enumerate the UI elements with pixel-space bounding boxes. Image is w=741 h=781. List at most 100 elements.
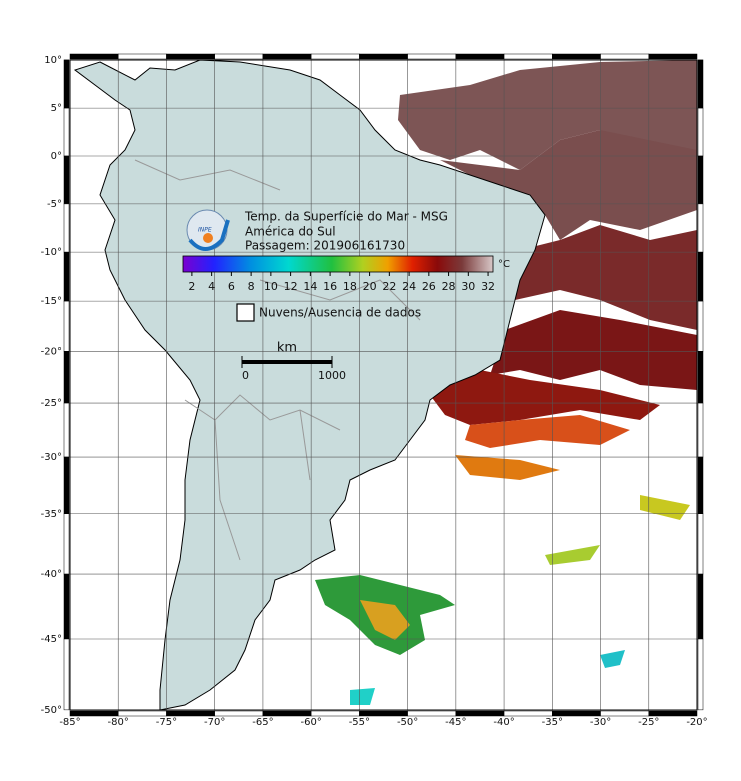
frame-segment bbox=[455, 53, 505, 60]
scale-tick-label: 1000 bbox=[318, 369, 346, 382]
sst-patch bbox=[465, 415, 630, 448]
frame-segment bbox=[166, 53, 215, 60]
x-tick-label: -55° bbox=[349, 717, 370, 728]
frame-border bbox=[69, 59, 698, 711]
y-tick-label: -25° bbox=[41, 398, 62, 409]
colorbar-tick-label: 8 bbox=[248, 280, 255, 293]
logo-text: INPE bbox=[198, 227, 212, 234]
frame-segment bbox=[697, 638, 704, 711]
scale-tick-label: 0 bbox=[242, 369, 249, 382]
frame-segment bbox=[63, 638, 70, 711]
frame-segment bbox=[63, 155, 70, 205]
frame-segment bbox=[600, 710, 650, 717]
colorbar bbox=[182, 255, 494, 273]
colorbar-tick-label: 4 bbox=[208, 280, 215, 293]
sst-patch bbox=[515, 225, 697, 330]
frame-segment bbox=[407, 710, 457, 717]
sst-patch bbox=[490, 310, 697, 390]
x-tick-label: -20° bbox=[686, 717, 707, 728]
frame-segment bbox=[63, 107, 70, 157]
y-tick-label: -30° bbox=[41, 452, 62, 463]
colorbar-tick-label: 18 bbox=[343, 280, 357, 293]
colorbar-tick-label: 2 bbox=[188, 280, 195, 293]
frame-segment bbox=[697, 300, 704, 352]
frame-segment bbox=[503, 710, 553, 717]
frame bbox=[63, 53, 704, 717]
colorbar-unit: °C bbox=[498, 259, 510, 270]
x-tick-label: -25° bbox=[638, 717, 659, 728]
frame-segment bbox=[63, 402, 70, 458]
sst-patch bbox=[360, 600, 410, 640]
scale-unit: km bbox=[277, 341, 297, 356]
frame-segment bbox=[63, 573, 70, 640]
frame-segment bbox=[697, 203, 704, 253]
frame-segment bbox=[262, 53, 312, 60]
frame-segment bbox=[63, 251, 70, 302]
y-tick-label: -20° bbox=[41, 346, 62, 357]
colorbar-tick-label: 20 bbox=[363, 280, 377, 293]
y-tick-label: 10° bbox=[44, 55, 62, 66]
frame-segment bbox=[600, 53, 650, 60]
sst-patch bbox=[545, 545, 600, 565]
frame-segment bbox=[697, 402, 704, 458]
colorbar-tick-label: 6 bbox=[228, 280, 235, 293]
frame-segment bbox=[697, 351, 704, 404]
frame-segment bbox=[214, 710, 264, 717]
frame-segment bbox=[69, 53, 119, 60]
no-data-label: Nuvens/Ausencia de dados bbox=[259, 306, 421, 320]
sst-patch bbox=[398, 60, 697, 170]
x-tick-label: -60° bbox=[300, 717, 321, 728]
colorbar-tick-label: 32 bbox=[481, 280, 495, 293]
frame-segment bbox=[697, 456, 704, 515]
x-tick-label: -80° bbox=[108, 717, 129, 728]
frame-segment bbox=[359, 53, 408, 60]
colorbar-tick-label: 26 bbox=[422, 280, 436, 293]
frame-segment bbox=[697, 573, 704, 640]
frame-segment bbox=[63, 351, 70, 404]
x-tick-label: -50° bbox=[397, 717, 418, 728]
pass: Passagem: 201906161730 bbox=[245, 239, 405, 253]
frame-segment bbox=[648, 710, 698, 717]
sst-patch bbox=[430, 370, 660, 425]
sst-patch bbox=[600, 650, 625, 668]
frame-segment bbox=[697, 107, 704, 157]
x-tick-label: -85° bbox=[59, 717, 80, 728]
frame-segment bbox=[697, 59, 704, 109]
frame-segment bbox=[310, 53, 360, 60]
frame-segment bbox=[262, 710, 312, 717]
y-tick-label: -50° bbox=[41, 705, 62, 716]
subtitle: América do Sul bbox=[245, 225, 336, 239]
y-tick-label: -5° bbox=[47, 199, 62, 210]
frame-segment bbox=[697, 513, 704, 575]
x-tick-label: -75° bbox=[156, 717, 177, 728]
y-tick-label: -40° bbox=[41, 569, 62, 580]
x-tick-label: -45° bbox=[445, 717, 466, 728]
x-tick-label: -35° bbox=[542, 717, 563, 728]
y-tick-label: 5° bbox=[51, 103, 62, 114]
x-tick-label: -65° bbox=[252, 717, 273, 728]
frame-segment bbox=[63, 456, 70, 515]
y-tick-label: -45° bbox=[41, 634, 62, 645]
colorbar-tick-label: 30 bbox=[461, 280, 475, 293]
logo-arrow bbox=[188, 219, 230, 251]
x-tick-label: -30° bbox=[590, 717, 611, 728]
frame-segment bbox=[310, 710, 360, 717]
frame-segment bbox=[117, 53, 167, 60]
colorbar-tick-label: 16 bbox=[323, 280, 337, 293]
y-tick-label: 0° bbox=[51, 151, 62, 162]
frame-segment bbox=[359, 710, 408, 717]
logo-dot bbox=[203, 233, 213, 243]
frame-segment bbox=[69, 710, 119, 717]
frame-segment bbox=[63, 203, 70, 253]
sst-patch bbox=[440, 130, 697, 240]
colorbar-tick-label: 22 bbox=[382, 280, 396, 293]
y-tick-label: -35° bbox=[41, 509, 62, 520]
frame-segment bbox=[697, 251, 704, 302]
x-tick-label: -70° bbox=[204, 717, 225, 728]
frame-segment bbox=[166, 710, 215, 717]
frame-segment bbox=[63, 300, 70, 352]
title: Temp. da Superfície do Mar - MSG bbox=[244, 210, 448, 224]
frame-segment bbox=[214, 53, 264, 60]
legend: INPE Temp. da Superfície do Mar - MSG Am… bbox=[182, 209, 510, 382]
